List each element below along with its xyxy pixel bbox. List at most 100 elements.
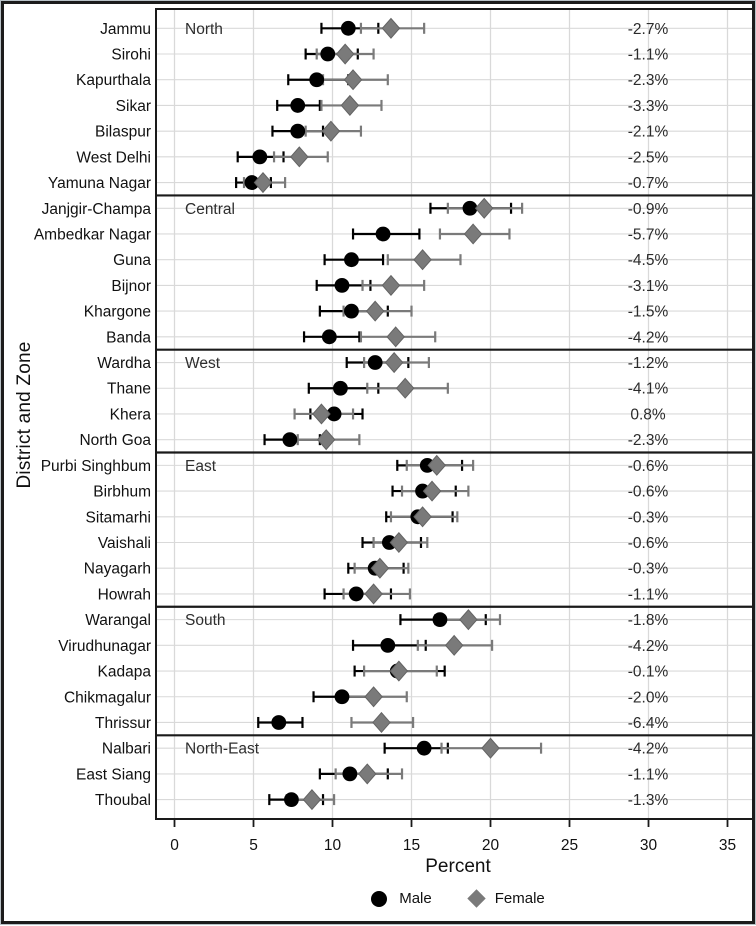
male-point bbox=[416, 740, 432, 756]
female-point bbox=[365, 300, 385, 322]
district-label: Vaishali bbox=[98, 535, 151, 552]
district-label: Jammu bbox=[100, 21, 151, 38]
male-point bbox=[367, 355, 383, 370]
female-point bbox=[444, 634, 464, 656]
female-point bbox=[413, 506, 432, 528]
diff-label: -5.7% bbox=[628, 226, 669, 243]
zone-label: East bbox=[185, 458, 217, 475]
diff-label: -1.1% bbox=[628, 766, 669, 783]
district-label: Sirohi bbox=[111, 47, 151, 64]
y-axis-title: District and Zone bbox=[14, 341, 35, 489]
x-tick-label: 30 bbox=[640, 837, 658, 854]
female-point bbox=[364, 583, 383, 605]
female-point bbox=[312, 403, 331, 425]
male-point bbox=[282, 432, 298, 448]
legend-item-male: Male bbox=[371, 890, 432, 907]
male-point bbox=[375, 226, 391, 242]
diff-label: -0.9% bbox=[628, 201, 669, 218]
male-point bbox=[348, 586, 364, 602]
district-label: Sitamarhi bbox=[86, 509, 151, 526]
male-point bbox=[380, 637, 396, 653]
diff-label: -6.4% bbox=[628, 715, 669, 732]
male-point bbox=[333, 380, 348, 396]
diff-label: -2.5% bbox=[628, 149, 669, 166]
female-point bbox=[422, 480, 442, 502]
male-point bbox=[432, 612, 448, 628]
male-point bbox=[320, 46, 336, 62]
female-point bbox=[316, 429, 336, 451]
x-tick-label: 0 bbox=[170, 837, 179, 854]
male-circle-icon bbox=[371, 890, 388, 907]
diff-label: -0.6% bbox=[628, 458, 669, 475]
district-label: North Goa bbox=[79, 432, 151, 449]
diff-label: -4.1% bbox=[628, 381, 669, 398]
female-point bbox=[253, 172, 273, 194]
male-point bbox=[334, 689, 350, 705]
male-point bbox=[284, 792, 299, 807]
district-label: Khera bbox=[110, 406, 152, 423]
x-tick-label: 25 bbox=[561, 837, 578, 854]
diff-label: -1.8% bbox=[628, 612, 669, 629]
male-point bbox=[244, 175, 260, 190]
female-point bbox=[384, 351, 404, 374]
legend: Male Female bbox=[159, 889, 756, 908]
female-point bbox=[321, 120, 341, 142]
female-point bbox=[357, 763, 377, 785]
district-label: Khargone bbox=[84, 304, 151, 321]
diff-label: -4.5% bbox=[628, 252, 669, 269]
x-axis-title: Percent bbox=[425, 856, 491, 877]
female-point bbox=[386, 326, 405, 348]
female-point bbox=[413, 249, 432, 271]
male-point bbox=[462, 200, 478, 216]
diff-label: 0.8% bbox=[630, 406, 666, 423]
female-point bbox=[343, 69, 363, 91]
female-point bbox=[481, 737, 500, 759]
female-point bbox=[427, 454, 447, 476]
district-label: Ambedkar Nagar bbox=[34, 226, 151, 243]
district-label: East Siang bbox=[76, 766, 151, 783]
diff-label: -2.3% bbox=[628, 72, 669, 89]
district-label: Thrissur bbox=[95, 715, 151, 732]
diff-label: -0.7% bbox=[628, 175, 669, 192]
diff-label: -1.3% bbox=[628, 792, 669, 809]
district-label: Janjgir-Champa bbox=[42, 201, 152, 218]
female-point bbox=[381, 17, 401, 39]
district-label: West Delhi bbox=[76, 149, 151, 166]
diff-label: -4.2% bbox=[628, 741, 669, 758]
x-tick-label: 15 bbox=[403, 837, 420, 854]
diff-label: -2.0% bbox=[628, 689, 669, 706]
district-label: Yamuna Nagar bbox=[48, 175, 151, 192]
diff-label: -4.2% bbox=[628, 638, 669, 655]
district-label: Purbi Singhbum bbox=[41, 458, 151, 475]
male-point bbox=[290, 98, 306, 113]
male-point bbox=[344, 303, 359, 319]
male-point bbox=[334, 278, 350, 293]
district-label: Thane bbox=[107, 381, 151, 398]
male-point bbox=[342, 766, 358, 782]
female-point bbox=[463, 223, 483, 245]
female-point bbox=[381, 274, 401, 296]
male-point bbox=[271, 715, 287, 730]
district-label: Nayagarh bbox=[84, 561, 151, 578]
female-point bbox=[372, 711, 391, 734]
zone-label: West bbox=[185, 355, 221, 372]
district-label: Thoubal bbox=[95, 792, 151, 809]
district-label: Kadapa bbox=[98, 664, 152, 681]
x-tick-label: 5 bbox=[249, 837, 258, 854]
district-label: Sikar bbox=[116, 98, 151, 115]
female-point bbox=[335, 43, 355, 65]
female-point bbox=[389, 531, 409, 554]
male-point bbox=[344, 252, 359, 268]
diff-label: -3.1% bbox=[628, 278, 669, 295]
female-point bbox=[290, 146, 309, 168]
diff-label: -2.3% bbox=[628, 432, 669, 449]
female-diamond-icon bbox=[467, 889, 486, 908]
male-point bbox=[326, 406, 342, 422]
female-point bbox=[395, 377, 415, 399]
x-tick-label: 35 bbox=[719, 837, 736, 854]
legend-item-female: Female bbox=[467, 889, 545, 908]
male-point bbox=[321, 329, 337, 345]
female-point bbox=[389, 660, 409, 682]
zone-label: North-East bbox=[185, 741, 260, 758]
